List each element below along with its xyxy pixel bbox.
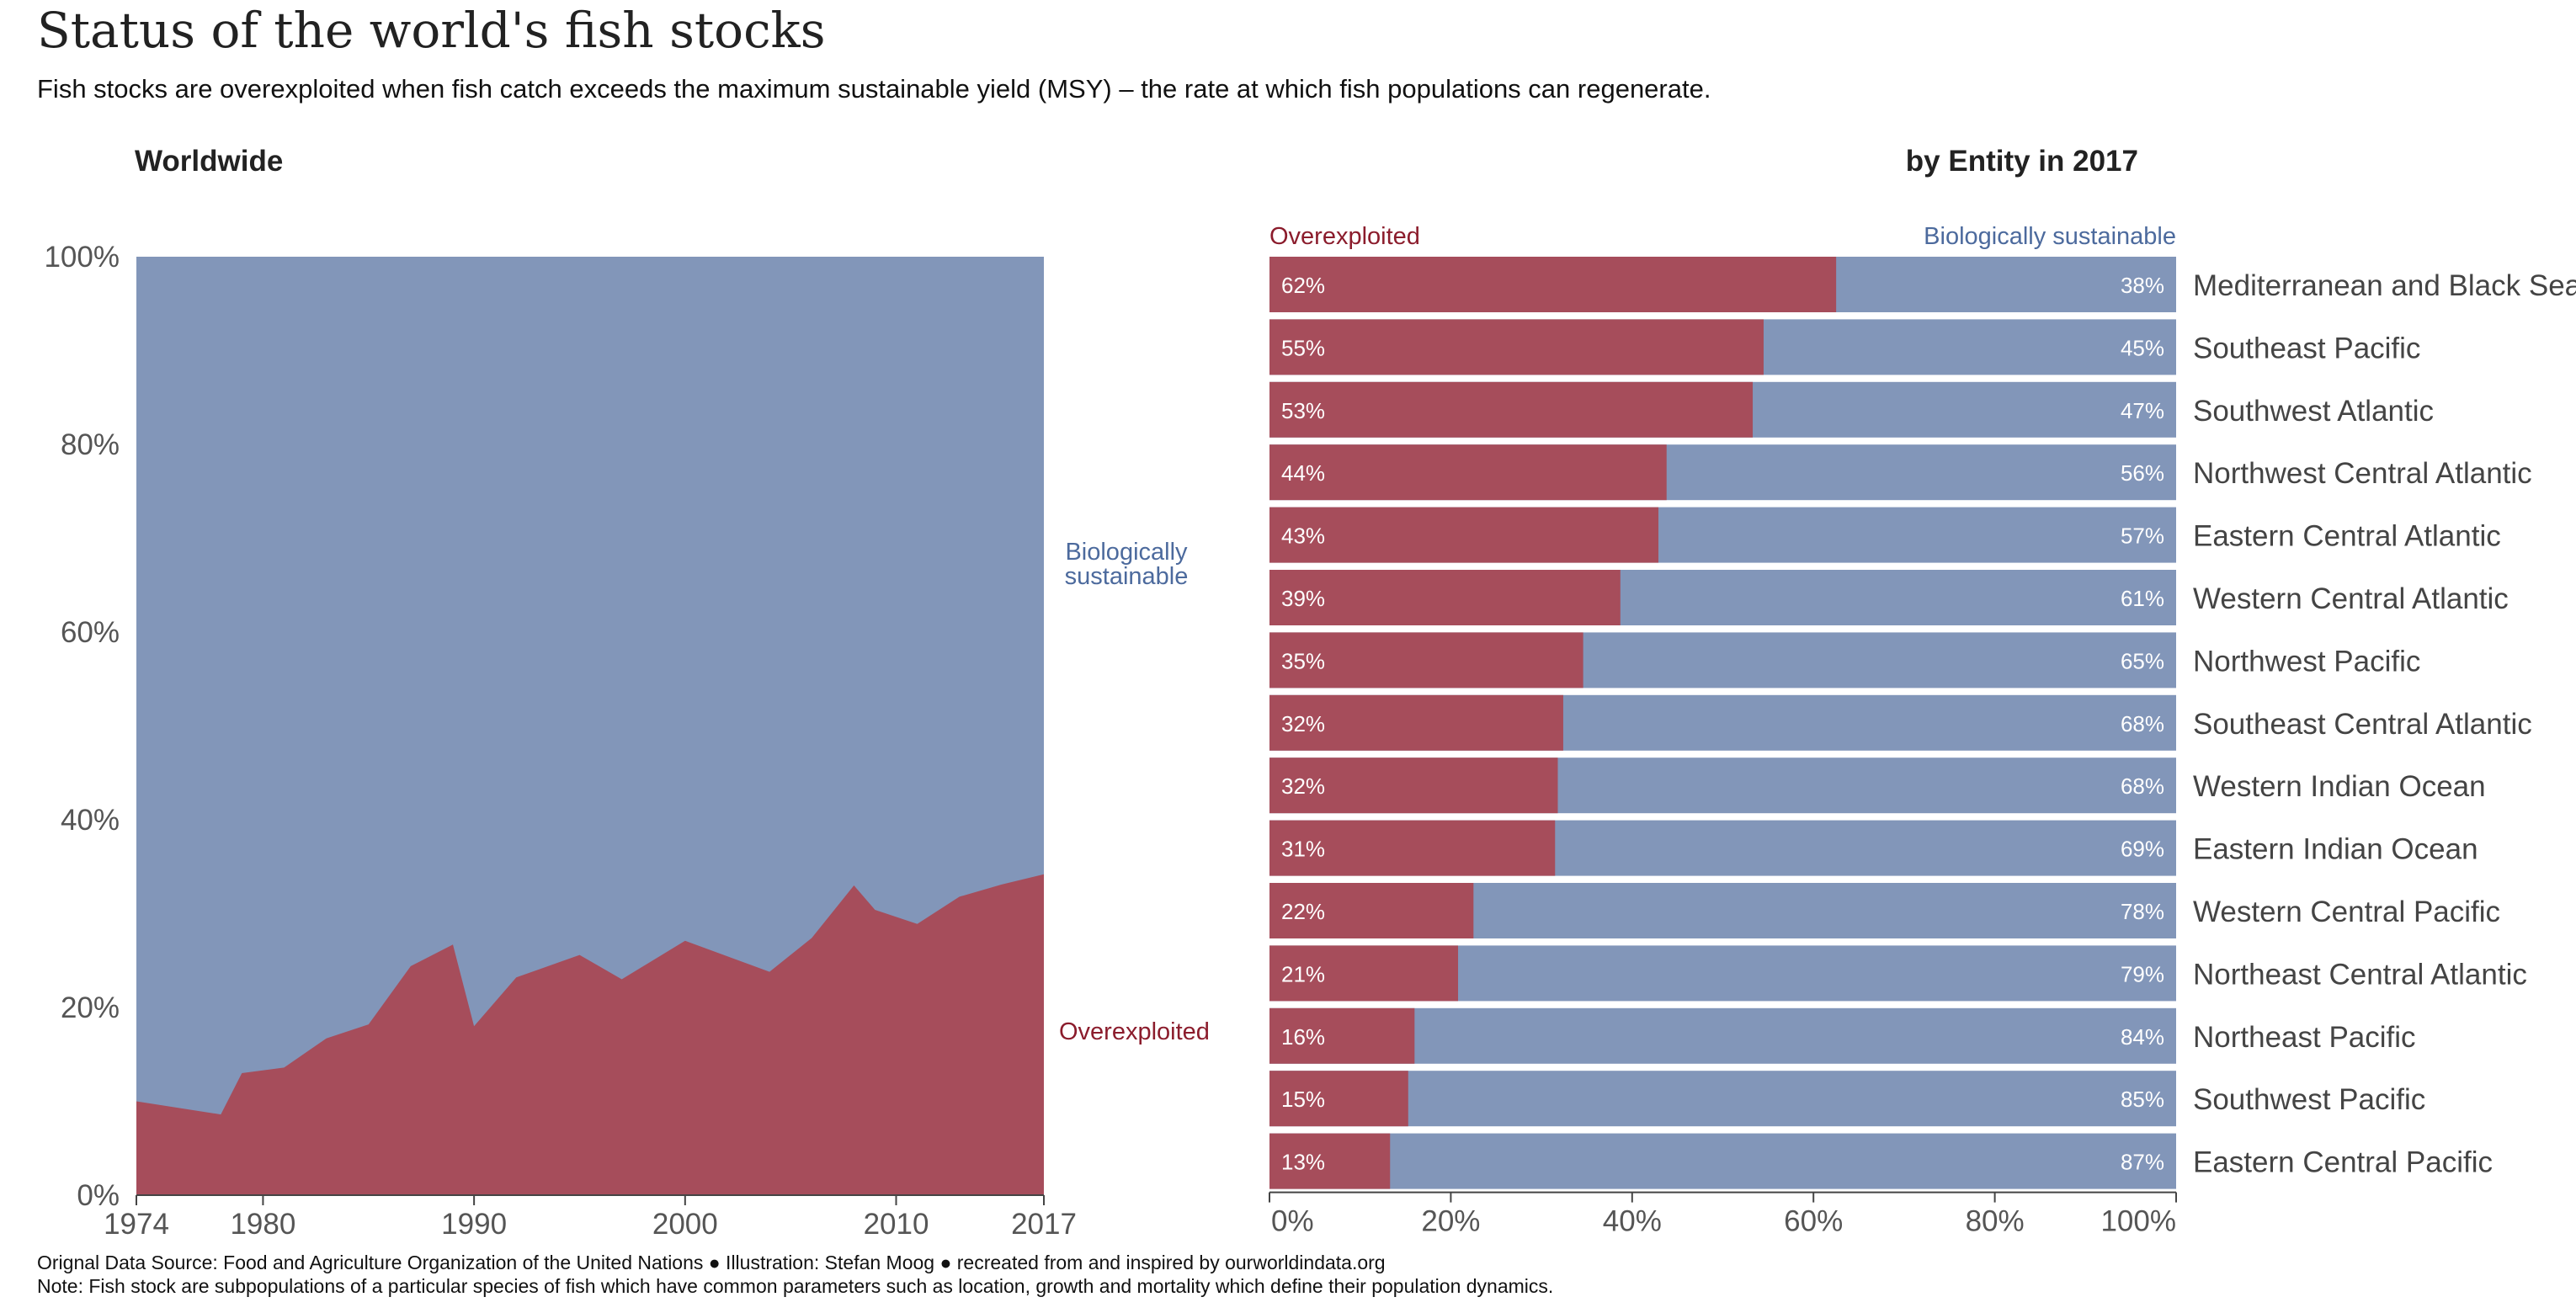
- entity-label: Eastern Central Pacific: [2193, 1146, 2493, 1179]
- sustainable-series-label: Biologically sustainable: [1065, 539, 1189, 590]
- entity-label: Western Central Pacific: [2193, 896, 2500, 928]
- entity-label: Southwest Pacific: [2193, 1083, 2425, 1116]
- entity-label: Mediterranean and Black Sea: [2193, 269, 2576, 302]
- source-note: Orignal Data Source: Food and Agricultur…: [37, 1252, 1386, 1273]
- bar-x-tick-label: 20%: [1421, 1205, 1480, 1238]
- worldwide-area-chart: 0% 20% 40% 60% 80% 100% 1974 1980 1990 2000 2010 20…: [44, 241, 1209, 1241]
- bar-overexploited-label: 15%: [1281, 1087, 1325, 1112]
- sustainable-label-line: Biologically: [1065, 539, 1188, 566]
- legend-overexploited: Overexploited: [1269, 223, 1420, 250]
- entity-label: Southwest Atlantic: [2193, 395, 2434, 428]
- bar-overexploited: [1269, 820, 1556, 876]
- entity-bar-chart: Overexploited Biologically sustainable 62%…: [1269, 223, 2576, 1238]
- bar-overexploited-label: 32%: [1281, 773, 1325, 799]
- bar-sustainable-label: 78%: [2121, 899, 2164, 924]
- entity-label: Northwest Central Atlantic: [2193, 457, 2532, 490]
- y-tick-label: 40%: [61, 804, 120, 837]
- overexploited-series-label: Overexploited: [1059, 1018, 1210, 1045]
- bar-sustainable: [1269, 1007, 2176, 1064]
- bar-overexploited: [1269, 1007, 1415, 1064]
- bar-overexploited: [1269, 758, 1558, 814]
- bar-overexploited-label: 21%: [1281, 961, 1325, 986]
- bar-sustainable-label: 79%: [2121, 961, 2164, 986]
- entity-label: Western Indian Ocean: [2193, 770, 2486, 803]
- bar-overexploited-label: 62%: [1281, 273, 1325, 298]
- definition-note: Note: Fish stock are subpopulations of a…: [37, 1275, 1554, 1297]
- chart-title: Status of the world's fish stocks: [37, 2, 826, 59]
- bar-overexploited-label: 39%: [1281, 586, 1325, 611]
- bar-x-tick-label: 0%: [1271, 1205, 1314, 1238]
- bar-overexploited: [1269, 570, 1621, 625]
- y-tick-label: 20%: [61, 991, 120, 1024]
- bar-overexploited: [1269, 257, 1837, 312]
- bar-sustainable-label: 61%: [2121, 586, 2164, 611]
- bar-sustainable: [1269, 1133, 2176, 1189]
- bar-sustainable-label: 45%: [2121, 335, 2164, 360]
- entity-label: Northwest Pacific: [2193, 645, 2420, 678]
- bar-x-tick-label: 80%: [1966, 1205, 2025, 1238]
- bar-sustainable-label: 57%: [2121, 524, 2164, 549]
- bar-overexploited: [1269, 883, 1474, 938]
- y-tick-label: 60%: [61, 616, 120, 649]
- bar-overexploited-label: 35%: [1281, 648, 1325, 673]
- bar-overexploited-label: 43%: [1281, 524, 1325, 549]
- bar-overexploited-label: 53%: [1281, 398, 1325, 423]
- bar-overexploited: [1269, 507, 1659, 563]
- y-tick-label: 80%: [61, 428, 120, 461]
- bar-overexploited-label: 32%: [1281, 711, 1325, 736]
- bar-sustainable-label: 47%: [2121, 398, 2164, 423]
- bar-sustainable-label: 69%: [2121, 837, 2164, 862]
- bar-overexploited: [1269, 1133, 1391, 1189]
- y-tick-label: 100%: [44, 241, 120, 274]
- entity-panel-title: by Entity in 2017: [1905, 145, 2138, 178]
- bar-x-tick-label: 100%: [2100, 1205, 2176, 1238]
- entity-label: Eastern Indian Ocean: [2193, 833, 2478, 866]
- bar-sustainable-label: 84%: [2121, 1024, 2164, 1050]
- bar-sustainable-label: 87%: [2121, 1150, 2164, 1175]
- bar-overexploited: [1269, 444, 1667, 501]
- y-tick-label: 0%: [77, 1179, 120, 1212]
- bar-overexploited-label: 44%: [1281, 460, 1325, 486]
- bar-overexploited: [1269, 945, 1459, 1002]
- chart-subtitle: Fish stocks are overexploited when fish …: [37, 74, 1711, 104]
- x-tick-label: 1974: [104, 1208, 169, 1241]
- bar-overexploited: [1269, 381, 1754, 438]
- entity-label: Northeast Central Atlantic: [2193, 958, 2527, 991]
- bar-overexploited: [1269, 694, 1563, 751]
- bar-overexploited: [1269, 632, 1583, 688]
- entity-label: Southeast Pacific: [2193, 332, 2420, 364]
- bar-overexploited-label: 22%: [1281, 899, 1325, 924]
- bar-sustainable-label: 68%: [2121, 711, 2164, 736]
- bar-overexploited-label: 16%: [1281, 1024, 1325, 1050]
- bar-sustainable: [1269, 1071, 2176, 1127]
- bar-sustainable-label: 38%: [2121, 273, 2164, 298]
- x-tick-label: 1980: [230, 1208, 295, 1241]
- bar-sustainable-label: 68%: [2121, 773, 2164, 799]
- bar-x-tick-label: 40%: [1603, 1205, 1662, 1238]
- sustainable-label-line: sustainable: [1065, 563, 1189, 590]
- bar-sustainable-label: 65%: [2121, 648, 2164, 673]
- bar-x-tick-label: 60%: [1784, 1205, 1843, 1238]
- overexploited-area: [136, 874, 1044, 1195]
- entity-label: Eastern Central Atlantic: [2193, 520, 2501, 553]
- worldwide-panel-title: Worldwide: [135, 145, 284, 178]
- x-tick-label: 2010: [864, 1208, 929, 1241]
- bar-overexploited-label: 55%: [1281, 335, 1325, 360]
- bar-overexploited: [1269, 1071, 1408, 1127]
- x-tick-label: 2017: [1011, 1208, 1077, 1241]
- x-tick-label: 1990: [441, 1208, 507, 1241]
- bar-overexploited: [1269, 319, 1764, 375]
- x-tick-label: 2000: [652, 1208, 718, 1241]
- legend-sustainable: Biologically sustainable: [1924, 223, 2176, 250]
- entity-label: Western Central Atlantic: [2193, 582, 2509, 615]
- entity-label: Northeast Pacific: [2193, 1021, 2416, 1054]
- bar-sustainable-label: 56%: [2121, 460, 2164, 486]
- bar-overexploited-label: 31%: [1281, 837, 1325, 862]
- entity-label: Southeast Central Atlantic: [2193, 708, 2532, 741]
- bar-sustainable-label: 85%: [2121, 1087, 2164, 1112]
- bar-overexploited-label: 13%: [1281, 1150, 1325, 1175]
